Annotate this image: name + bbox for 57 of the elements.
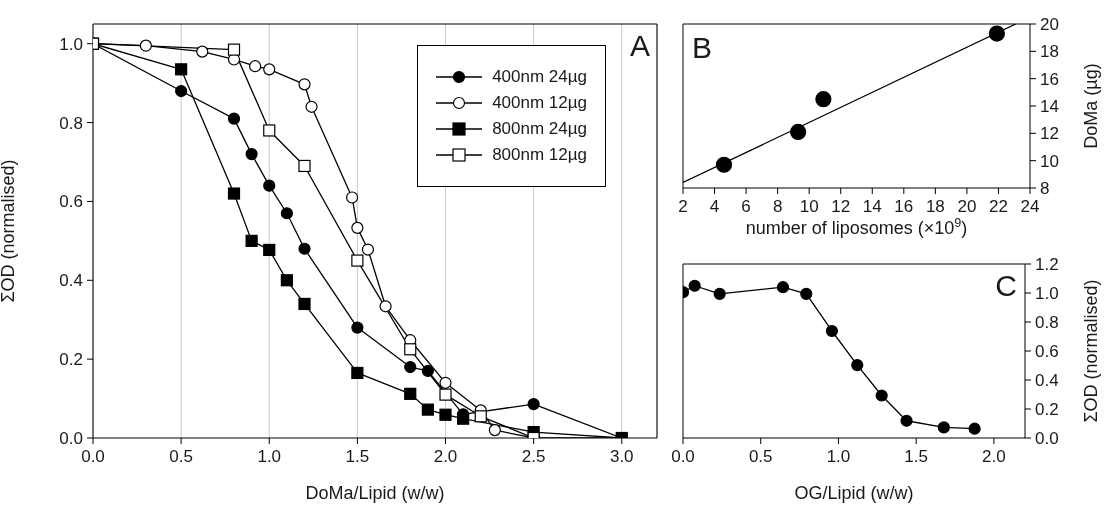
legend-label: 800nm 24µg <box>492 119 587 139</box>
y2-tick-label: 0.6 <box>1035 342 1059 362</box>
x-tick-label: 1.5 <box>345 447 370 467</box>
x-tick-label: 3.0 <box>609 447 634 467</box>
y2-tick-label: 12 <box>1040 124 1059 144</box>
x-tick-label: 18 <box>925 197 945 217</box>
y2-tick-label: 18 <box>1040 42 1059 62</box>
x-tick-label: 2 <box>678 197 688 217</box>
y2-tick-label: 20 <box>1040 15 1059 35</box>
x-axis-title: DoMa/Lipid (w/w) <box>305 483 445 503</box>
x-tick-label: 0.0 <box>671 447 695 467</box>
y-tick-label: 0.2 <box>59 350 83 370</box>
legend-label: 400nm 12µg <box>492 93 587 113</box>
y2-tick-label: 0.0 <box>1035 429 1059 449</box>
y2-tick-label: 8 <box>1040 179 1050 199</box>
x-tick-label: 2.0 <box>433 447 458 467</box>
x-tick-label: 2.5 <box>521 447 546 467</box>
x-tick-label: 22 <box>988 197 1008 217</box>
y-tick-label: 0.8 <box>59 113 83 133</box>
y2-tick-label: 1.2 <box>1035 255 1059 275</box>
y2-tick-label: 0.4 <box>1035 371 1059 391</box>
annotation: A <box>629 29 650 62</box>
x-tick-label: 10 <box>799 197 819 217</box>
x-tick-label: 4 <box>709 197 720 217</box>
y2-tick-label: 0.2 <box>1035 400 1059 420</box>
annotation: B <box>692 31 713 64</box>
x-tick-label: 2.0 <box>982 447 1006 467</box>
x-tick-label: 0.5 <box>748 447 773 467</box>
x-tick-label: 8 <box>772 197 783 217</box>
x-tick-label: 14 <box>862 197 882 217</box>
x-tick-label: 24 <box>1020 197 1040 217</box>
x-tick-label: 12 <box>831 197 851 217</box>
legend-label: 800nm 12µg <box>492 145 587 165</box>
y2-tick-label: 14 <box>1040 97 1059 117</box>
x-axis-title: OG/Lipid (w/w) <box>794 483 914 503</box>
x-tick-label: 1.5 <box>904 447 928 467</box>
y2-axis-title: DoMa (µg) <box>1081 63 1101 149</box>
x-tick-label: 20 <box>957 197 977 217</box>
legend-label: 400nm 24µg <box>492 67 587 87</box>
x-tick-label: 0.0 <box>81 447 105 467</box>
x-tick-label: 0.5 <box>169 447 193 467</box>
x-tick-label: 1.0 <box>257 447 282 467</box>
y2-tick-label: 0.8 <box>1035 313 1059 333</box>
y-tick-label: 0.0 <box>59 429 83 449</box>
x-tick-label: 16 <box>894 197 914 217</box>
x-tick-label: 1.0 <box>826 447 851 467</box>
x-tick-label: 6 <box>741 197 751 217</box>
y-axis-title: ΣOD (normalised) <box>0 159 18 303</box>
y-tick-label: 1.0 <box>59 34 83 54</box>
y2-tick-label: 16 <box>1040 69 1059 89</box>
y2-axis-title: ΣOD (normalised) <box>1081 279 1101 423</box>
y2-tick-label: 1.0 <box>1035 284 1059 304</box>
y2-tick-label: 10 <box>1040 151 1059 171</box>
y-tick-label: 0.6 <box>59 192 83 212</box>
y-tick-label: 0.4 <box>59 271 83 291</box>
annotation: C <box>995 269 1017 302</box>
x-axis-title: number of liposomes (×10$^{9}$) <box>745 216 968 238</box>
